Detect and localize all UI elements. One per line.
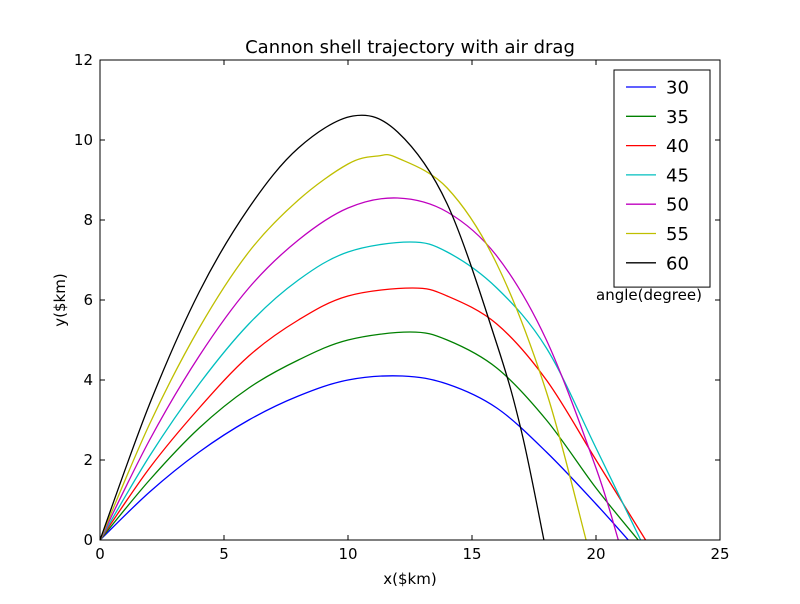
y-tick-label: 10 <box>74 131 93 149</box>
x-tick-label: 5 <box>219 545 229 563</box>
series-line-55 <box>99 153 587 541</box>
legend-label-50: 50 <box>666 195 689 216</box>
legend: 30 35 40 45 50 55 60 <box>613 69 711 288</box>
y-tick-label: 2 <box>83 451 93 469</box>
legend-label-30: 30 <box>666 78 689 99</box>
y-tick-label: 12 <box>74 51 93 69</box>
legend-label-35: 35 <box>666 107 689 128</box>
y-tick-label: 8 <box>83 211 93 229</box>
plot-layer <box>99 114 647 541</box>
series-line-30 <box>99 375 629 541</box>
legend-label-60: 60 <box>666 253 689 274</box>
series-line-60 <box>99 114 545 541</box>
x-tick-label: 0 <box>95 545 105 563</box>
legend-box <box>613 69 711 288</box>
legend-label-40: 40 <box>666 136 689 157</box>
chart-title: Cannon shell trajectory with air drag <box>245 37 575 58</box>
x-tick-label: 10 <box>338 545 357 563</box>
y-tick-label: 4 <box>83 371 93 389</box>
legend-label-45: 45 <box>666 165 689 186</box>
y-axis-label: y($km) <box>51 273 69 326</box>
series-line-50 <box>99 197 619 541</box>
series-line-45 <box>99 241 642 541</box>
x-tick-label: 25 <box>710 545 729 563</box>
x-axis-label: x($km) <box>383 570 436 588</box>
legend-annotation: angle(degree) <box>596 286 702 304</box>
legend-label-55: 55 <box>666 224 689 245</box>
tick-layer: 0 5 10 15 20 25 0 2 4 6 8 10 12 <box>74 51 730 563</box>
series-line-40 <box>99 287 647 541</box>
x-tick-label: 20 <box>586 545 605 563</box>
y-tick-label: 6 <box>83 291 93 309</box>
x-tick-label: 15 <box>462 545 481 563</box>
y-tick-label: 0 <box>83 531 93 549</box>
